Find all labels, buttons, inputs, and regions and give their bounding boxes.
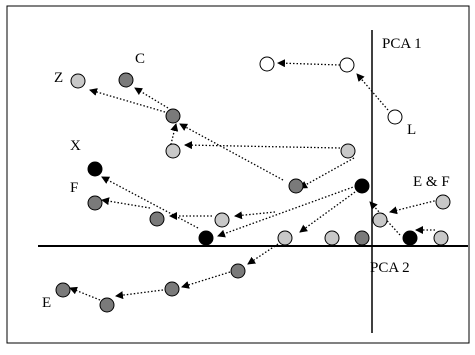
arrow-mid-row [184, 141, 341, 150]
label-e-and-f: E & F [413, 174, 450, 190]
node-e-1 [230, 263, 246, 279]
black-nodes [87, 161, 418, 246]
node-c-chain [165, 108, 181, 124]
node-mid-left [165, 143, 181, 159]
arrow-row-mid [234, 211, 276, 220]
node-z [70, 73, 86, 89]
arrow-to-f [101, 197, 151, 209]
label-x: X [70, 138, 81, 154]
node-c [118, 72, 134, 88]
node-black-left [198, 230, 214, 246]
node-white-top-right [339, 57, 355, 73]
arrow-black-long [217, 185, 357, 238]
pca2-axis-label: PCA 2 [370, 260, 410, 276]
frame-border [6, 5, 470, 344]
arrow-e-2 [181, 271, 231, 289]
white-nodes [259, 56, 403, 125]
node-white-l [387, 109, 403, 125]
node-ef-top [435, 194, 451, 210]
label-f: F [70, 180, 78, 196]
label-z: Z [54, 70, 63, 86]
arrow-dark-to-black [299, 157, 355, 189]
node-e [55, 282, 71, 298]
node-dark-row [354, 230, 370, 246]
node-ef-bottom [433, 230, 449, 246]
node-black-center [354, 178, 370, 194]
label-e: E [42, 295, 51, 311]
node-white-top-left [259, 56, 275, 72]
arrow-to-c [134, 87, 169, 109]
pca1-axis-label: PCA 1 [382, 36, 422, 52]
node-mid-right [340, 143, 356, 159]
arrow-top-white [277, 59, 341, 68]
dark-grey-nodes [55, 72, 370, 313]
node-f [87, 195, 103, 211]
arrow-e-1 [247, 243, 279, 265]
arrow-dark-chain [179, 123, 284, 181]
node-row-4 [372, 212, 388, 228]
node-x [87, 161, 103, 177]
node-f-chain [149, 211, 165, 227]
node-e-3 [99, 297, 115, 313]
node-dark-mid [288, 178, 304, 194]
label-l: L [407, 122, 416, 138]
arrow-to-grey-row [299, 191, 356, 233]
arrow-e-3 [115, 289, 164, 300]
node-row-3 [324, 230, 340, 246]
node-row-1 [214, 212, 230, 228]
node-e-2 [164, 281, 180, 297]
label-c: C [135, 51, 145, 67]
arrow-ef-1 [389, 199, 439, 215]
arrow-e-4 [69, 286, 101, 301]
light-grey-nodes [70, 73, 451, 246]
node-black-right [402, 230, 418, 246]
arrow-to-z [89, 88, 166, 113]
arrow-l-to-top [356, 73, 389, 111]
arrow-to-x [101, 176, 199, 229]
node-row-2 [277, 230, 293, 246]
